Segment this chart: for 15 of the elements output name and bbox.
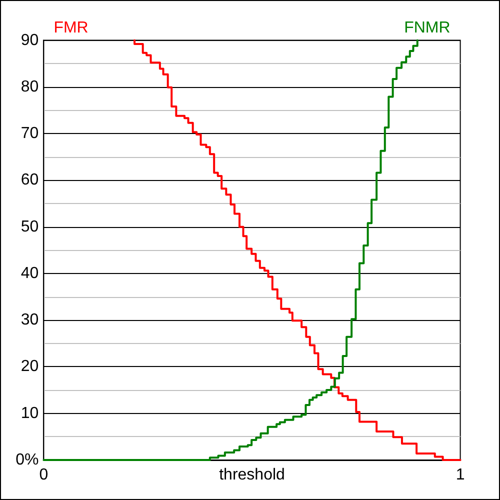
x-tick-label: 0 xyxy=(39,466,48,484)
series-label: FNMR xyxy=(404,20,450,36)
y-tick-label: 90 xyxy=(20,32,39,49)
x-axis-title: threshold xyxy=(219,466,285,484)
y-tick-label: 70 xyxy=(20,125,39,142)
y-tick-label: 50 xyxy=(20,218,39,236)
x-tick-label: 1 xyxy=(456,466,465,484)
y-tick-label: 0% xyxy=(16,452,39,468)
y-tick-label: 30 xyxy=(20,312,39,329)
y-tick-label: 60 xyxy=(20,172,39,189)
y-tick-label: 40 xyxy=(20,264,39,282)
y-tick-label: 20 xyxy=(20,358,39,376)
y-tick-label: 10 xyxy=(20,404,39,422)
y-tick-label: 80 xyxy=(20,78,39,96)
text: FMR xyxy=(54,20,88,36)
